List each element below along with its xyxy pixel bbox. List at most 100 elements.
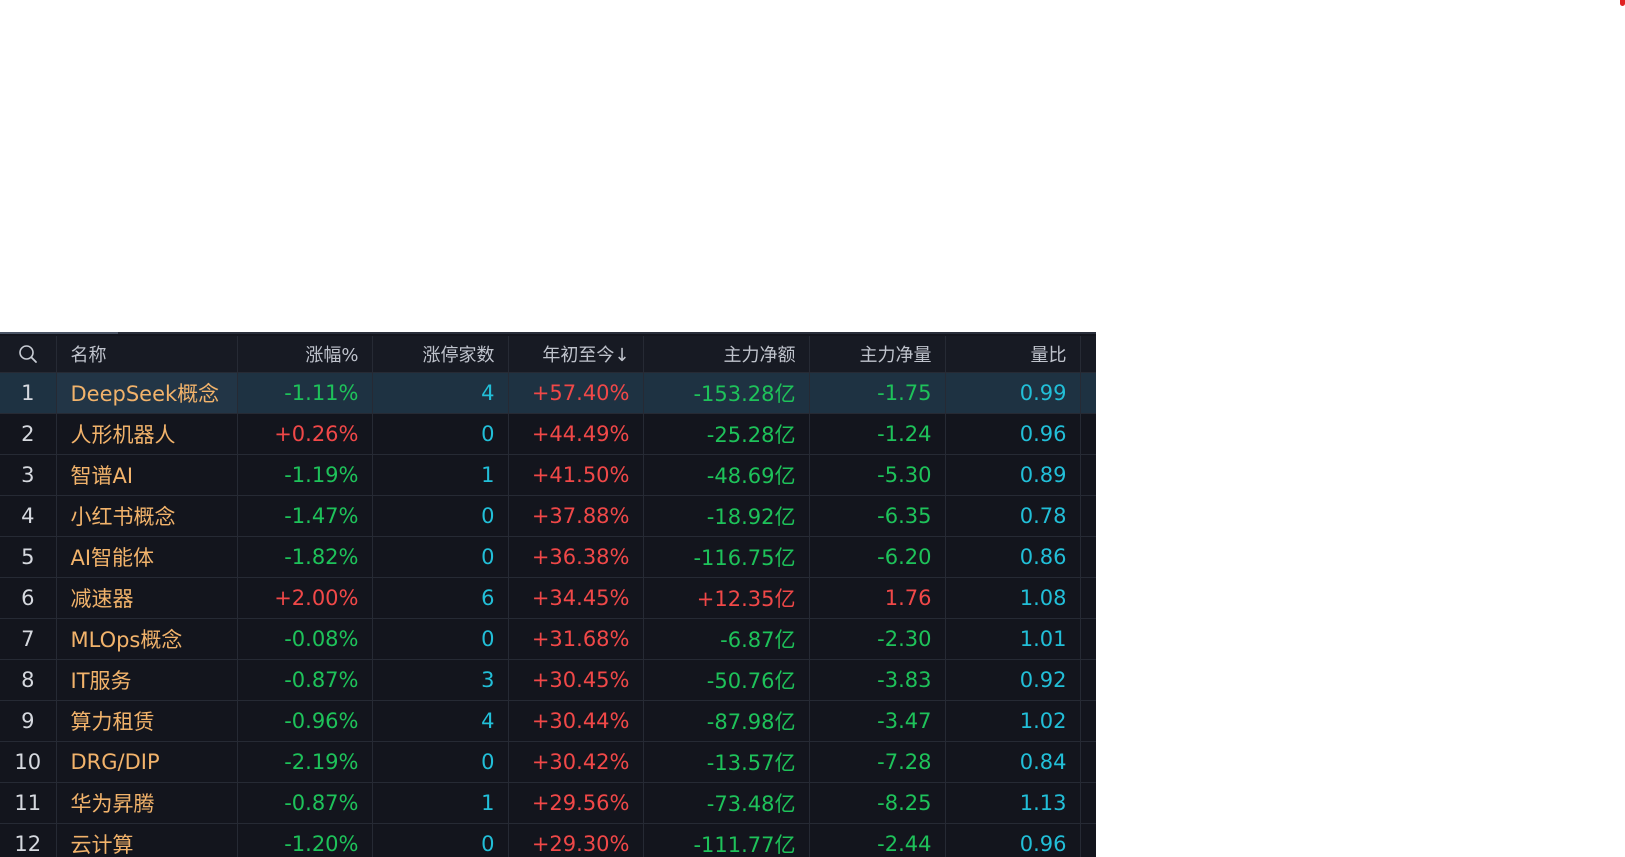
sector-name: DeepSeek概念 — [56, 372, 238, 414]
row-spacer — [1080, 618, 1096, 660]
table-row[interactable]: 3 智谱AI -1.19% 1 +41.50% -48.69亿 -5.30 0.89 — [0, 454, 1096, 496]
table-row[interactable]: 7 MLOps概念 -0.08% 0 +31.68% -6.87亿 -2.30 1.01 — [0, 618, 1096, 660]
main-net-volume-value: -5.30 — [809, 454, 946, 496]
ytd-value: +37.88% — [508, 495, 644, 537]
row-spacer — [1080, 495, 1096, 537]
main-net-amount-value: -25.28亿 — [643, 413, 810, 455]
volume-ratio-value: 0.99 — [945, 372, 1081, 414]
row-spacer — [1080, 577, 1096, 619]
row-index: 7 — [0, 618, 57, 660]
ytd-value: +29.56% — [508, 782, 644, 824]
limit-up-count-value: 0 — [372, 495, 509, 537]
row-spacer — [1080, 454, 1096, 496]
column-header-main-net-amount[interactable]: 主力净额 — [643, 336, 810, 373]
row-index: 1 — [0, 372, 57, 414]
row-index: 9 — [0, 700, 57, 742]
column-header-spacer — [1080, 336, 1096, 373]
main-net-volume-value: -3.83 — [809, 659, 946, 701]
table-row[interactable]: 12 云计算 -1.20% 0 +29.30% -111.77亿 -2.44 0.96 — [0, 823, 1096, 857]
panel-top-border — [0, 332, 1096, 334]
main-net-amount-value: -18.92亿 — [643, 495, 810, 537]
main-net-volume-value: -3.47 — [809, 700, 946, 742]
sector-name: DRG/DIP — [56, 741, 238, 783]
column-header-ytd[interactable]: 年初至今↓ — [508, 336, 644, 373]
sector-name: IT服务 — [56, 659, 238, 701]
search-icon — [18, 345, 37, 364]
change-pct-value: -1.19% — [237, 454, 373, 496]
row-spacer — [1080, 659, 1096, 701]
main-net-amount-value: +12.35亿 — [643, 577, 810, 619]
volume-ratio-value: 0.96 — [945, 823, 1081, 857]
change-pct-value: -1.20% — [237, 823, 373, 857]
table-row[interactable]: 6 减速器 +2.00% 6 +34.45% +12.35亿 1.76 1.08 — [0, 577, 1096, 619]
volume-ratio-value: 0.89 — [945, 454, 1081, 496]
table-row[interactable]: 2 人形机器人 +0.26% 0 +44.49% -25.28亿 -1.24 0.96 — [0, 413, 1096, 455]
main-net-amount-value: -48.69亿 — [643, 454, 810, 496]
row-index: 8 — [0, 659, 57, 701]
row-index: 2 — [0, 413, 57, 455]
main-net-amount-value: -50.76亿 — [643, 659, 810, 701]
change-pct-value: -0.87% — [237, 782, 373, 824]
table-row[interactable]: 8 IT服务 -0.87% 3 +30.45% -50.76亿 -3.83 0.92 — [0, 659, 1096, 701]
ytd-value: +41.50% — [508, 454, 644, 496]
table-row[interactable]: 9 算力租赁 -0.96% 4 +30.44% -87.98亿 -3.47 1.02 — [0, 700, 1096, 742]
main-net-amount-value: -111.77亿 — [643, 823, 810, 857]
change-pct-value: +2.00% — [237, 577, 373, 619]
row-index: 3 — [0, 454, 57, 496]
column-header-limit-up-count[interactable]: 涨停家数 — [372, 336, 509, 373]
limit-up-count-value: 0 — [372, 413, 509, 455]
table-row[interactable]: 5 AI智能体 -1.82% 0 +36.38% -116.75亿 -6.20 0.86 — [0, 536, 1096, 578]
main-net-volume-value: -2.44 — [809, 823, 946, 857]
limit-up-count-value: 0 — [372, 823, 509, 857]
change-pct-value: -0.08% — [237, 618, 373, 660]
ytd-value: +30.42% — [508, 741, 644, 783]
change-pct-value: -0.96% — [237, 700, 373, 742]
table-row[interactable]: 10 DRG/DIP -2.19% 0 +30.42% -13.57亿 -7.28 0.84 — [0, 741, 1096, 783]
main-net-volume-value: -6.20 — [809, 536, 946, 578]
sector-name: 智谱AI — [56, 454, 238, 496]
main-net-volume-value: -2.30 — [809, 618, 946, 660]
limit-up-count-value: 0 — [372, 741, 509, 783]
change-pct-value: -1.11% — [237, 372, 373, 414]
main-net-volume-value: -8.25 — [809, 782, 946, 824]
table-row[interactable]: 4 小红书概念 -1.47% 0 +37.88% -18.92亿 -6.35 0.78 — [0, 495, 1096, 537]
main-net-volume-value: -6.35 — [809, 495, 946, 537]
row-index: 5 — [0, 536, 57, 578]
limit-up-count-value: 0 — [372, 618, 509, 660]
main-net-amount-value: -13.57亿 — [643, 741, 810, 783]
ytd-value: +31.68% — [508, 618, 644, 660]
limit-up-count-value: 4 — [372, 700, 509, 742]
main-net-volume-value: -1.75 — [809, 372, 946, 414]
limit-up-count-value: 1 — [372, 454, 509, 496]
change-pct-value: -0.87% — [237, 659, 373, 701]
row-spacer — [1080, 413, 1096, 455]
limit-up-count-value: 0 — [372, 536, 509, 578]
search-button[interactable] — [0, 336, 57, 373]
volume-ratio-value: 1.08 — [945, 577, 1081, 619]
table-row[interactable]: 11 华为昇腾 -0.87% 1 +29.56% -73.48亿 -8.25 1.13 — [0, 782, 1096, 824]
column-header-volume-ratio[interactable]: 量比 — [945, 336, 1081, 373]
limit-up-count-value: 1 — [372, 782, 509, 824]
table-row[interactable]: 1 DeepSeek概念 -1.11% 4 +57.40% -153.28亿 -1.75 0.… — [0, 372, 1096, 414]
column-header-name[interactable]: 名称 — [56, 336, 238, 373]
main-net-volume-value: 1.76 — [809, 577, 946, 619]
limit-up-count-value: 6 — [372, 577, 509, 619]
row-index: 10 — [0, 741, 57, 783]
volume-ratio-value: 1.13 — [945, 782, 1081, 824]
row-spacer — [1080, 823, 1096, 857]
column-header-change-pct[interactable]: 涨幅% — [237, 336, 373, 373]
volume-ratio-value: 0.92 — [945, 659, 1081, 701]
main-net-volume-value: -1.24 — [809, 413, 946, 455]
row-index: 6 — [0, 577, 57, 619]
ytd-value: +30.45% — [508, 659, 644, 701]
ytd-value: +44.49% — [508, 413, 644, 455]
row-spacer — [1080, 536, 1096, 578]
sector-name: 算力租赁 — [56, 700, 238, 742]
sector-name: MLOps概念 — [56, 618, 238, 660]
column-header-main-net-volume[interactable]: 主力净量 — [809, 336, 946, 373]
row-index: 4 — [0, 495, 57, 537]
volume-ratio-value: 0.86 — [945, 536, 1081, 578]
main-net-volume-value: -7.28 — [809, 741, 946, 783]
change-pct-value: -2.19% — [237, 741, 373, 783]
ytd-value: +34.45% — [508, 577, 644, 619]
